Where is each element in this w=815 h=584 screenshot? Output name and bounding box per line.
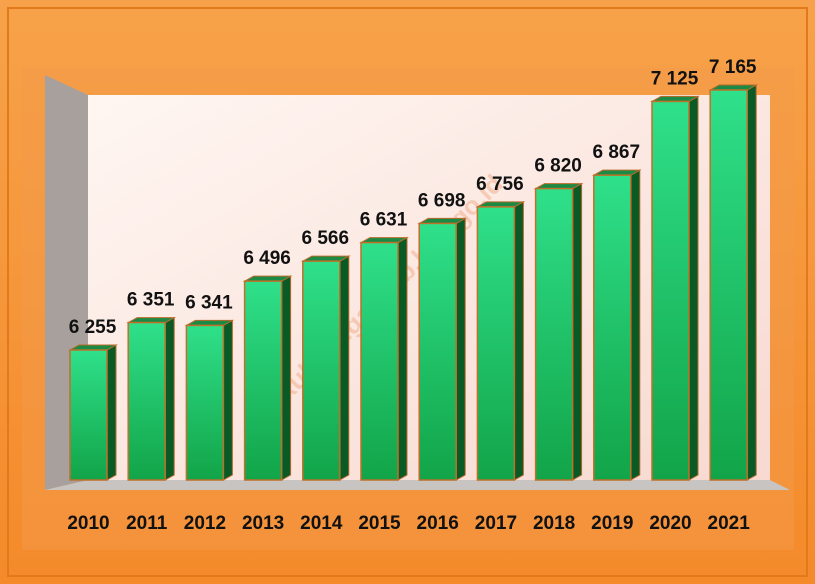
bar — [302, 260, 341, 481]
bar — [69, 349, 108, 481]
bar — [651, 100, 690, 481]
x-tick-label: 2015 — [358, 513, 401, 534]
bar — [243, 280, 283, 481]
bar-top — [126, 317, 177, 324]
x-tick-label: 2016 — [417, 513, 459, 534]
value-label: 6 566 — [302, 228, 350, 249]
value-label: 7 165 — [709, 57, 757, 78]
bar-side — [688, 95, 699, 481]
bar-side — [455, 217, 466, 481]
bar — [709, 89, 748, 481]
bar-side — [106, 344, 117, 481]
x-tick-label: 2013 — [242, 513, 284, 534]
x-tick-label: 2019 — [591, 513, 633, 534]
bar — [476, 206, 516, 481]
value-label: 6 820 — [534, 156, 582, 177]
value-label: 6 255 — [69, 317, 117, 338]
bar — [534, 187, 574, 481]
value-label: 6 867 — [593, 142, 641, 163]
value-label: 6 496 — [243, 248, 291, 269]
bar-side — [222, 319, 233, 481]
x-tick-label: 2018 — [533, 513, 575, 534]
floor — [45, 480, 790, 490]
x-tick-label: 2017 — [475, 513, 517, 534]
bar-side — [746, 84, 757, 481]
bar-side — [572, 182, 583, 481]
x-tick-label: 2014 — [300, 513, 343, 534]
x-tick-label: 2012 — [184, 513, 226, 534]
bar — [185, 324, 225, 481]
bar — [360, 241, 399, 481]
x-tick-label: 2010 — [67, 513, 109, 534]
x-tick-label: 2020 — [649, 513, 691, 534]
value-label: 6 698 — [418, 190, 466, 211]
bar-side — [630, 169, 641, 481]
bar — [418, 222, 457, 481]
bar-top — [475, 201, 526, 208]
value-label: 7 125 — [651, 68, 699, 89]
bar-side — [339, 255, 350, 481]
bar-side — [164, 316, 175, 481]
frame-border — [7, 7, 808, 577]
bar — [127, 321, 166, 481]
bar-side — [513, 201, 524, 481]
bar-side — [281, 275, 292, 481]
value-label: 6 631 — [360, 210, 408, 231]
x-tick-label: 2021 — [708, 513, 751, 534]
bar-side — [397, 236, 408, 481]
value-label: 6 351 — [127, 290, 175, 311]
bar — [593, 174, 632, 481]
value-label: 6 341 — [185, 292, 233, 313]
value-label: 6 756 — [476, 174, 524, 195]
x-tick-label: 2011 — [126, 513, 168, 534]
